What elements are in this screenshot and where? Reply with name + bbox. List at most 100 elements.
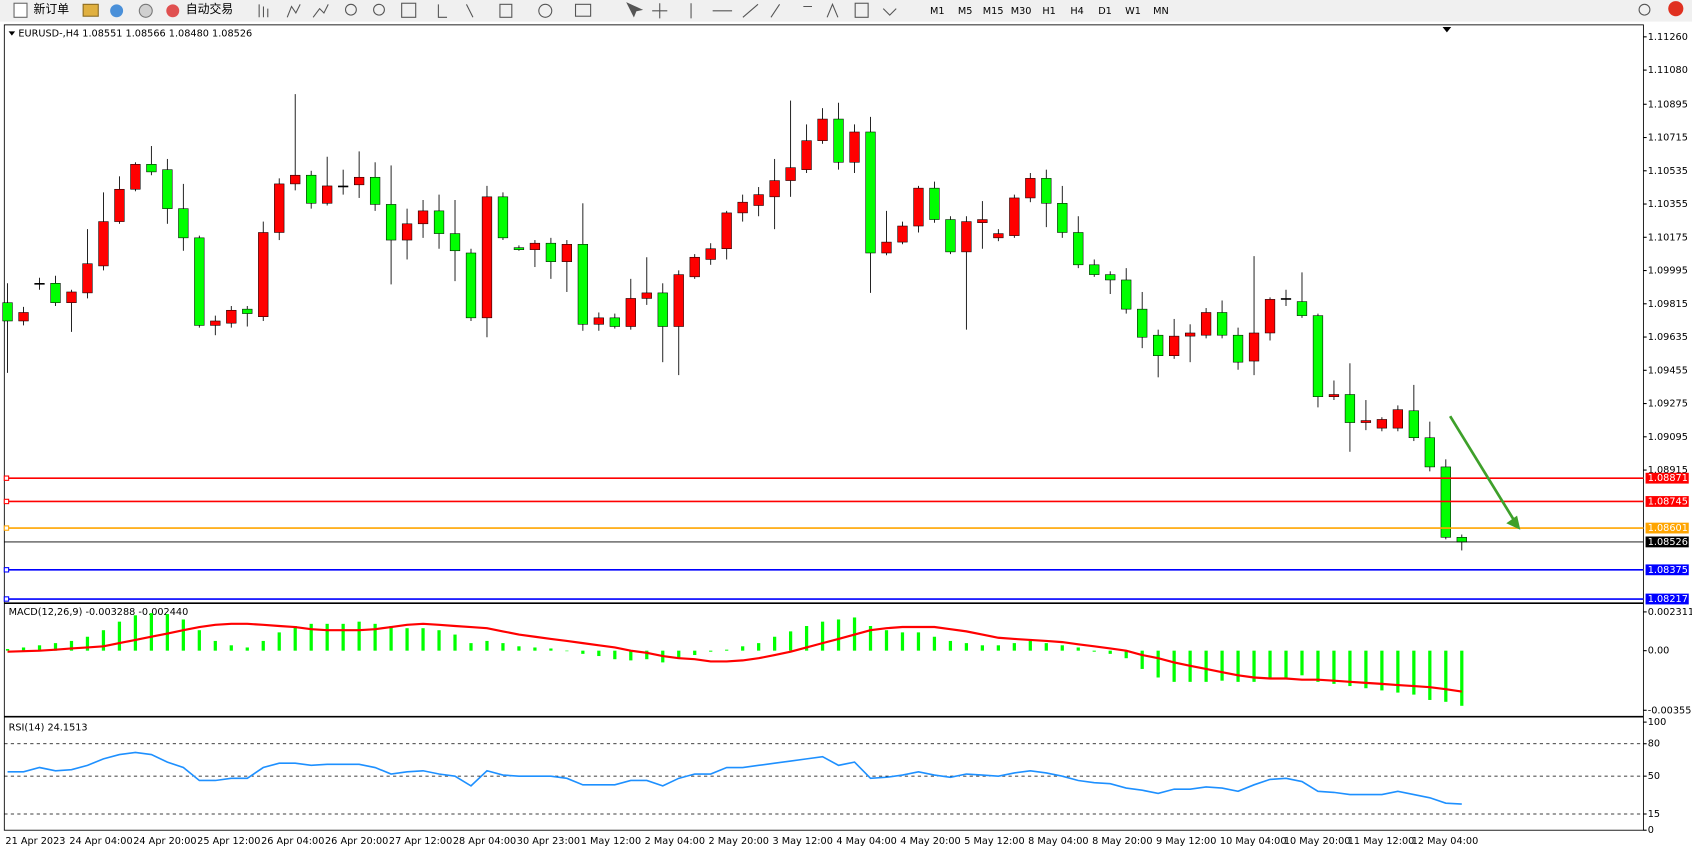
candle-body [1328, 394, 1340, 397]
macd-bar [501, 643, 505, 651]
timeframe-button[interactable]: M5 [958, 6, 973, 17]
macd-bar [1204, 650, 1208, 682]
macd-bar [868, 626, 873, 651]
chart-frame [3, 24, 1644, 831]
level-handle [3, 596, 10, 602]
candle-body [1264, 299, 1276, 334]
x-tick-label: 2 May 04:00 [645, 836, 705, 847]
candle-body [833, 118, 844, 163]
x-tick-label: 21 Apr 2023 [5, 836, 65, 847]
macd-bar [980, 645, 984, 651]
macd-bar [1156, 650, 1160, 678]
level-handle [3, 525, 10, 531]
candle-body [242, 308, 253, 314]
tool-icon[interactable] [312, 4, 329, 18]
y-tick-label: 1.08915 [1648, 465, 1688, 476]
text-label-icon[interactable] [854, 2, 869, 18]
candle-body [577, 244, 588, 325]
period-icon[interactable] [538, 3, 553, 18]
macd-bar [325, 623, 329, 651]
y-tick-label: 1.09095 [1648, 432, 1688, 443]
candle-body [1137, 308, 1148, 338]
timeframe-button[interactable]: M1 [930, 6, 945, 17]
toolbar-icon[interactable] [110, 4, 124, 18]
tool-icon[interactable] [286, 4, 301, 18]
candle-body [114, 188, 125, 222]
timeframe-button[interactable]: W1 [1125, 6, 1141, 17]
x-tick-label: 5 May 12:00 [964, 836, 1024, 847]
collapse-icon[interactable] [8, 31, 16, 36]
macd-bar [725, 649, 729, 651]
chart-title: EURUSD-,H4 1.08551 1.08566 1.08480 1.085… [18, 29, 252, 40]
y-tick-label: 1.10355 [1648, 199, 1688, 210]
toolbar-icon[interactable] [138, 3, 153, 18]
macd-bar [149, 613, 154, 651]
indicator-icon[interactable] [499, 3, 513, 18]
candle-body [993, 233, 1004, 239]
timeframe-button[interactable]: MN [1153, 6, 1169, 17]
x-tick-label: 2 May 20:00 [709, 836, 769, 847]
new-order-button[interactable]: 新订单 [33, 2, 69, 16]
auto-trading-icon[interactable] [166, 4, 180, 18]
toolbar-tools [258, 2, 897, 19]
auto-trading-button[interactable]: 自动交易 [186, 2, 233, 16]
new-order-icon[interactable] [13, 2, 28, 18]
candle-body [178, 208, 189, 239]
tile-icon[interactable] [401, 2, 417, 18]
candle-body [929, 187, 940, 220]
macd-bar [213, 640, 217, 651]
candle-body [417, 210, 429, 225]
candle-body [977, 219, 988, 223]
timeframe-button[interactable]: M30 [1011, 6, 1032, 17]
rsi-title: RSI(14) 24.1513 [9, 723, 88, 734]
macd-bar [1060, 645, 1064, 651]
candle-body [130, 164, 141, 190]
tool-icon[interactable] [437, 4, 474, 18]
level-label-box [1645, 564, 1689, 576]
macd-signal-line [7, 622, 1462, 693]
search-icon[interactable] [1638, 3, 1651, 16]
tool-icon[interactable] [258, 4, 269, 18]
candle-body [561, 244, 573, 262]
y-tick-label: 15 [1648, 809, 1660, 820]
macd-bar [373, 623, 377, 651]
toolbar: 新订单 自动交易 M1 M5 M15 M30 H1 H4 D1 W1 MN [0, 0, 1692, 22]
toolbar-icon[interactable] [82, 3, 99, 17]
timeframe-button[interactable]: H4 [1070, 6, 1083, 17]
timeframe-button[interactable]: H1 [1042, 6, 1055, 17]
arrow-tool-icon[interactable] [882, 8, 897, 16]
timeframe-button[interactable]: D1 [1098, 6, 1112, 17]
timeframe-button[interactable]: M15 [983, 6, 1004, 17]
macd-bar [996, 645, 1000, 651]
macd-title: MACD(12,26,9) -0.003288 -0.002440 [9, 607, 189, 618]
drawing-tools[interactable] [652, 2, 839, 19]
notification-icon[interactable] [1668, 1, 1684, 17]
candle-body [801, 140, 812, 170]
macd-bar [341, 623, 345, 651]
macd-bar [1268, 650, 1272, 678]
candle-body [1105, 274, 1116, 281]
candle-body [1009, 197, 1020, 236]
zoom-out-icon[interactable] [373, 3, 385, 16]
y-tick-label: 1.09995 [1648, 266, 1688, 277]
cursor-icon[interactable] [626, 2, 644, 18]
macd-bar [1412, 650, 1416, 695]
macd-bar [1396, 650, 1400, 693]
macd-bar [773, 636, 777, 651]
candle-body [50, 283, 61, 303]
candle-body [1232, 334, 1244, 363]
y-tick-label: 1.09635 [1648, 332, 1688, 343]
candle-body [274, 183, 285, 233]
candle-body [1200, 312, 1212, 336]
macd-bar [533, 647, 537, 651]
candle-body [306, 174, 317, 204]
y-tick-label: 1.10535 [1648, 166, 1688, 177]
candle-body [1312, 315, 1324, 397]
zoom-in-icon[interactable] [344, 3, 357, 16]
candle-body [258, 232, 269, 317]
candle-body [641, 292, 652, 299]
macd-bar [197, 630, 201, 651]
macd-bar [916, 632, 921, 651]
template-icon[interactable] [574, 3, 592, 17]
macd-bar [389, 626, 393, 651]
